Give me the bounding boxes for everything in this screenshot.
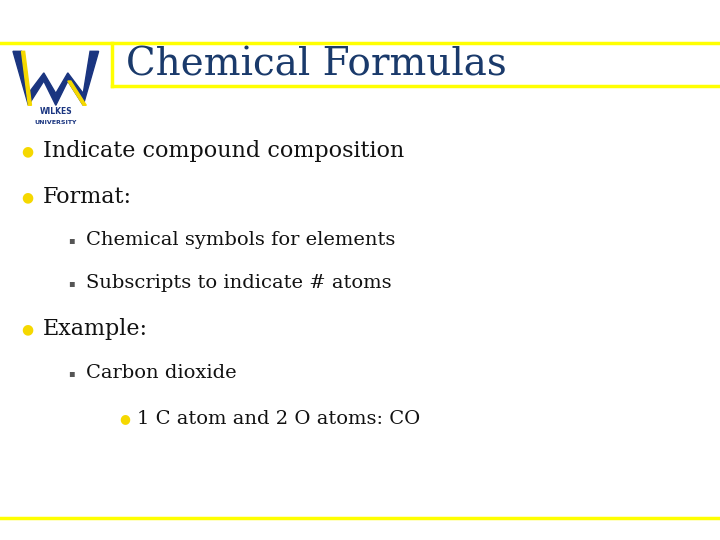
Text: Example:: Example: bbox=[43, 319, 148, 340]
Text: Chemical symbols for elements: Chemical symbols for elements bbox=[86, 231, 396, 249]
Text: ▪: ▪ bbox=[68, 279, 75, 288]
Text: ●: ● bbox=[22, 322, 34, 336]
Text: 1 C atom and 2 O atoms: CO: 1 C atom and 2 O atoms: CO bbox=[137, 409, 420, 428]
Text: Format:: Format: bbox=[43, 186, 132, 208]
Polygon shape bbox=[22, 51, 32, 105]
Text: Chemical Formulas: Chemical Formulas bbox=[126, 46, 507, 83]
Text: ●: ● bbox=[22, 190, 34, 204]
Text: ●: ● bbox=[22, 144, 34, 158]
Text: Carbon dioxide: Carbon dioxide bbox=[86, 363, 237, 382]
Text: ▪: ▪ bbox=[68, 368, 75, 377]
Polygon shape bbox=[68, 81, 86, 105]
Text: Indicate compound composition: Indicate compound composition bbox=[43, 140, 405, 162]
Polygon shape bbox=[13, 51, 99, 105]
Text: WILKES: WILKES bbox=[40, 107, 72, 116]
Text: UNIVERSITY: UNIVERSITY bbox=[35, 120, 77, 125]
Text: ●: ● bbox=[119, 412, 130, 425]
Text: ▪: ▪ bbox=[68, 235, 75, 245]
Text: Subscripts to indicate # atoms: Subscripts to indicate # atoms bbox=[86, 274, 392, 293]
